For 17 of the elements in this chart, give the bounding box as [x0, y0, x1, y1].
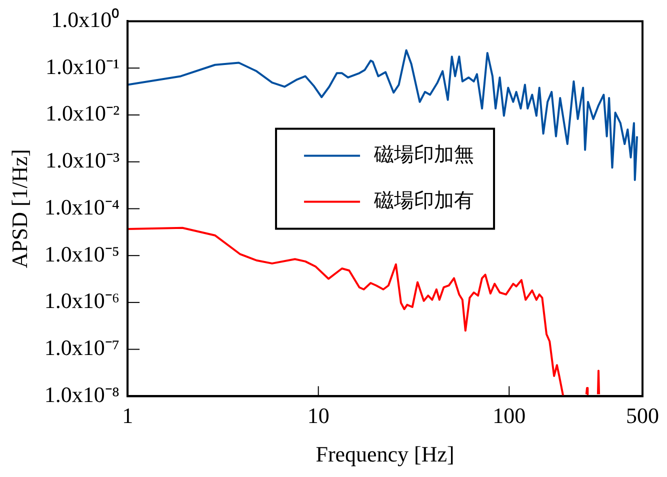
- y-tick-label: 1.0x10⁻²: [45, 100, 120, 126]
- x-tick-label: 500: [626, 403, 659, 428]
- y-tick-label: 1.0x10⁻¹: [45, 54, 120, 79]
- y-tick-label: 1.0x10⁻⁵: [44, 241, 120, 266]
- y-tick-label: 1.0x10⁰: [51, 6, 120, 32]
- y-tick-label: 1.0x10⁻³: [45, 148, 120, 173]
- x-tick-label: 10: [307, 403, 330, 428]
- y-axis-title: APSD [1/Hz]: [6, 149, 32, 268]
- y-tick-label: 1.0x10⁻⁸: [44, 382, 120, 407]
- x-tick-label: 100: [492, 403, 526, 428]
- y-tick-label: 1.0x10⁻⁷: [44, 335, 120, 360]
- legend-label: 磁場印加無: [373, 142, 474, 166]
- x-axis-title: Frequency [Hz]: [316, 442, 454, 467]
- y-tick-label: 1.0x10⁻⁶: [44, 288, 120, 314]
- x-tick-label: 1: [122, 403, 134, 428]
- y-tick-label: 1.0x10⁻⁴: [44, 194, 120, 220]
- legend-label: 磁場印加有: [373, 188, 474, 212]
